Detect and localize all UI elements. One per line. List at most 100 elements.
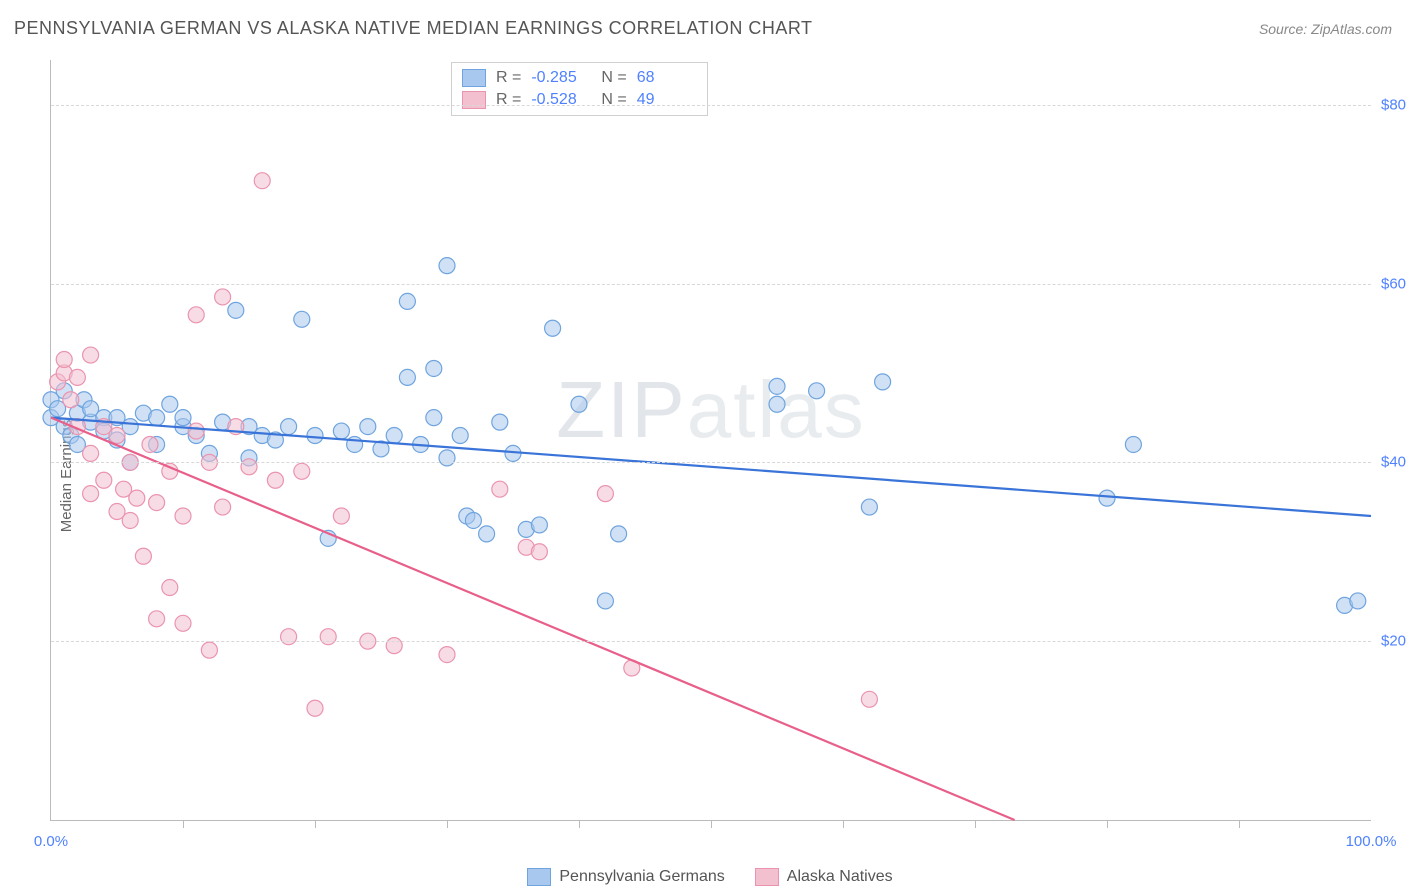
data-point	[452, 428, 468, 444]
data-point	[142, 436, 158, 452]
data-point	[149, 495, 165, 511]
data-point	[386, 638, 402, 654]
data-point	[861, 499, 877, 515]
data-point	[162, 580, 178, 596]
gridline	[51, 641, 1371, 642]
data-point	[122, 512, 138, 528]
gridline	[51, 105, 1371, 106]
data-point	[769, 378, 785, 394]
y-tick-label: $40,000	[1373, 454, 1406, 471]
data-point	[479, 526, 495, 542]
data-point	[215, 289, 231, 305]
data-point	[294, 463, 310, 479]
x-tick	[1107, 820, 1108, 828]
series-swatch	[462, 91, 486, 109]
data-point	[531, 544, 547, 560]
data-point	[162, 396, 178, 412]
data-point	[109, 428, 125, 444]
data-point	[281, 419, 297, 435]
legend-item: Pennsylvania Germans	[527, 868, 724, 886]
data-point	[175, 615, 191, 631]
legend-swatch	[755, 868, 779, 886]
data-point	[861, 691, 877, 707]
data-point	[875, 374, 891, 390]
data-point	[399, 369, 415, 385]
y-tick-label: $20,000	[1373, 633, 1406, 650]
data-point	[149, 410, 165, 426]
data-point	[129, 490, 145, 506]
stat-r-value: -0.285	[531, 69, 591, 87]
legend-label: Pennsylvania Germans	[559, 868, 724, 886]
data-point	[96, 472, 112, 488]
stat-n-value: 68	[637, 69, 697, 87]
stat-label: R =	[496, 91, 521, 109]
data-point	[307, 428, 323, 444]
data-point	[201, 642, 217, 658]
data-point	[228, 302, 244, 318]
data-point	[597, 486, 613, 502]
data-point	[83, 445, 99, 461]
data-point	[333, 508, 349, 524]
legend-swatch	[527, 868, 551, 886]
stat-label: R =	[496, 69, 521, 87]
stats-row: R =-0.528N =49	[462, 89, 697, 111]
data-point	[135, 548, 151, 564]
data-point	[254, 173, 270, 189]
data-point	[611, 526, 627, 542]
data-point	[188, 423, 204, 439]
series-swatch	[462, 69, 486, 87]
gridline	[51, 284, 1371, 285]
data-point	[1099, 490, 1115, 506]
data-point	[809, 383, 825, 399]
data-point	[175, 508, 191, 524]
x-tick	[711, 820, 712, 828]
x-tick	[315, 820, 316, 828]
data-point	[769, 396, 785, 412]
x-tick-label: 100.0%	[1346, 833, 1397, 850]
data-point	[83, 486, 99, 502]
x-tick-label: 0.0%	[34, 833, 68, 850]
data-point	[320, 629, 336, 645]
data-point	[571, 396, 587, 412]
data-point	[492, 414, 508, 430]
data-point	[333, 423, 349, 439]
source-attribution: Source: ZipAtlas.com	[1259, 21, 1392, 37]
data-point	[63, 392, 79, 408]
plot-svg	[51, 60, 1371, 820]
data-point	[294, 311, 310, 327]
plot-area: ZIPatlas R =-0.285N =68R =-0.528N =49 $2…	[50, 60, 1371, 821]
legend: Pennsylvania GermansAlaska Natives	[50, 868, 1370, 886]
data-point	[439, 450, 455, 466]
data-point	[83, 347, 99, 363]
data-point	[149, 611, 165, 627]
stats-row: R =-0.285N =68	[462, 67, 697, 89]
correlation-stats-box: R =-0.285N =68R =-0.528N =49	[451, 62, 708, 116]
data-point	[215, 499, 231, 515]
data-point	[56, 352, 72, 368]
x-tick	[447, 820, 448, 828]
data-point	[426, 360, 442, 376]
data-point	[597, 593, 613, 609]
data-point	[465, 512, 481, 528]
data-point	[1125, 436, 1141, 452]
data-point	[426, 410, 442, 426]
data-point	[386, 428, 402, 444]
data-point	[439, 258, 455, 274]
data-point	[545, 320, 561, 336]
chart-title: PENNSYLVANIA GERMAN VS ALASKA NATIVE MED…	[14, 18, 813, 39]
y-tick-label: $60,000	[1373, 275, 1406, 292]
x-tick	[579, 820, 580, 828]
data-point	[531, 517, 547, 533]
data-point	[241, 459, 257, 475]
stat-r-value: -0.528	[531, 91, 591, 109]
data-point	[267, 472, 283, 488]
x-tick	[1239, 820, 1240, 828]
data-point	[281, 629, 297, 645]
y-tick-label: $80,000	[1373, 96, 1406, 113]
chart-container: Median Earnings ZIPatlas R =-0.285N =68R…	[0, 60, 1406, 892]
data-point	[492, 481, 508, 497]
gridline	[51, 462, 1371, 463]
x-tick	[183, 820, 184, 828]
x-tick	[843, 820, 844, 828]
data-point	[399, 293, 415, 309]
